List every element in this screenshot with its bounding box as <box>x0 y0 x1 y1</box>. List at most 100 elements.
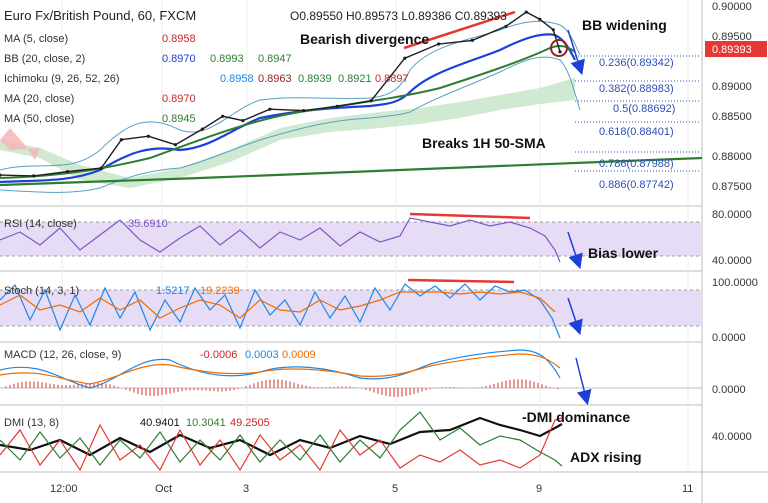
time-tick: Oct <box>155 483 172 495</box>
price-point <box>551 28 555 32</box>
price-line <box>0 11 561 177</box>
time-tick: 9 <box>536 483 542 495</box>
dmi-pane: DMI (13, 8) 40.9401 10.3041 49.2505 40.0… <box>0 409 752 472</box>
dmi-value: 49.2505 <box>230 417 270 429</box>
time-tick: 11 <box>682 483 693 495</box>
legend-ichimoku-value: 0.8958 <box>220 73 254 85</box>
price-tick: 0.88000 <box>712 151 752 163</box>
price-tick: 0.89500 <box>712 31 752 43</box>
legend-bb-label: BB (20, close, 2) <box>4 53 85 65</box>
price-series <box>0 10 562 178</box>
legend-ma50-value: 0.8945 <box>162 113 196 125</box>
price-point <box>0 173 2 177</box>
bb-arrow <box>567 29 585 76</box>
price-point <box>173 143 177 147</box>
dmi-value: 10.3041 <box>186 417 226 429</box>
price-point <box>221 114 225 118</box>
time-tick: 3 <box>243 483 249 495</box>
price-point <box>146 134 150 138</box>
price-point <box>65 170 70 174</box>
indicator-legend: MA (5, close) 0.8958 BB (20, close, 2) 0… <box>4 33 409 125</box>
legend-ma5-value: 0.8958 <box>162 33 196 45</box>
fib-levels: 0.236(0.89342) 0.382(0.88983) 0.5(0.8869… <box>575 55 700 191</box>
annotation-bb-widening: BB widening <box>582 17 667 33</box>
price-point <box>302 109 306 113</box>
legend-bb-value: 0.8947 <box>258 53 292 65</box>
fib-label: 0.886(0.87742) <box>599 179 674 191</box>
bollinger-bands <box>0 20 581 193</box>
fib-label: 0.236(0.89342) <box>599 57 674 69</box>
dmi-axis-tick: 40.0000 <box>712 431 752 443</box>
time-axis: 12:00 Oct 3 5 9 11 <box>50 483 693 495</box>
macd-axis-tick: 0.0000 <box>712 384 746 396</box>
price-point <box>99 166 103 170</box>
macd-value: 0.0003 <box>245 349 279 361</box>
sma200-line <box>0 156 703 187</box>
fib-label: 0.5(0.88692) <box>613 103 675 115</box>
macd-label: MACD (12, 26, close, 9) <box>4 349 121 361</box>
bb-basis-line <box>0 33 576 184</box>
symbol-title: Euro Fx/British Pound, 60, FXCM <box>4 8 196 23</box>
stoch-label: Stoch (14, 3, 1) <box>4 285 79 297</box>
price-point <box>558 50 562 54</box>
stoch-pane: Stoch (14, 3, 1) 1.5217 19.2239 100.0000… <box>0 277 758 344</box>
time-tick: 5 <box>392 483 398 495</box>
annotation-bias-lower: Bias lower <box>588 245 659 261</box>
bb-circle-marker <box>550 39 568 57</box>
price-point <box>504 24 508 28</box>
ichimoku-cloud <box>0 78 575 188</box>
annotation-breaks-sma: Breaks 1H 50-SMA <box>422 135 546 151</box>
annotation-dmi-dominance: -DMI dominance <box>522 409 630 425</box>
legend-bb-value: 0.8993 <box>210 53 244 65</box>
price-point <box>524 10 528 14</box>
price-axis: 0.90000 0.89500 0.89000 0.88500 0.88000 … <box>712 1 752 193</box>
stoch-value: 19.2239 <box>200 285 240 297</box>
rsi-pane: RSI (14, close) 35.6910 80.0000 40.0000 … <box>0 209 752 270</box>
price-tick: 0.88500 <box>712 111 752 123</box>
legend-ichimoku-value: 0.8939 <box>298 73 332 85</box>
rsi-label: RSI (14, close) <box>4 218 77 230</box>
legend-ma50-label: MA (50, close) <box>4 113 74 125</box>
rsi-axis-tick: 80.0000 <box>712 209 752 221</box>
stoch-axis-tick: 0.0000 <box>712 332 746 344</box>
fib-label: 0.786(0.87988) <box>599 158 674 170</box>
price-tick: 0.90000 <box>712 1 752 13</box>
dmi-label: DMI (13, 8) <box>4 417 59 429</box>
macd-pane: MACD (12, 26, close, 9) -0.0006 0.0003 0… <box>0 349 746 406</box>
price-point <box>470 38 474 43</box>
price-tick: 0.87500 <box>712 181 752 193</box>
dmi-value: 40.9401 <box>140 417 180 429</box>
price-point <box>241 119 245 123</box>
header: Euro Fx/British Pound, 60, FXCM O0.89550… <box>4 8 507 23</box>
legend-ichimoku-value: 0.8897 <box>375 73 409 85</box>
price-point <box>32 174 36 178</box>
price-point <box>403 56 407 60</box>
legend-ma20-value: 0.8970 <box>162 93 196 105</box>
legend-bb-value: 0.8970 <box>162 53 196 65</box>
price-point <box>437 42 441 46</box>
annotation-bearish-divergence: Bearish divergence <box>300 31 429 47</box>
price-point <box>200 127 204 131</box>
last-price-label: 0.89393 <box>712 44 752 56</box>
annotation-adx-rising: ADX rising <box>570 449 642 465</box>
price-point <box>335 104 339 108</box>
legend-ichimoku-label: Ichimoku (9, 26, 52, 26) <box>4 73 120 85</box>
legend-ichimoku-value: 0.8963 <box>258 73 292 85</box>
legend-ma5-label: MA (5, close) <box>4 33 68 45</box>
legend-ma20-label: MA (20, close) <box>4 93 74 105</box>
price-point <box>369 99 373 103</box>
price-tick: 0.89000 <box>712 81 752 93</box>
price-point <box>268 107 272 111</box>
rsi-axis-tick: 40.0000 <box>712 255 752 267</box>
divergence-line-price <box>403 10 516 50</box>
macd-value: 0.0009 <box>282 349 316 361</box>
macd-value: -0.0006 <box>200 349 237 361</box>
ohlc-readout: O0.89550 H0.89573 L0.89386 C0.89393 <box>290 9 507 23</box>
legend-ichimoku-value: 0.8921 <box>338 73 372 85</box>
fib-label: 0.618(0.88401) <box>599 126 674 138</box>
fib-label: 0.382(0.88983) <box>599 83 674 95</box>
time-tick: 12:00 <box>50 483 78 495</box>
price-point <box>538 17 542 21</box>
